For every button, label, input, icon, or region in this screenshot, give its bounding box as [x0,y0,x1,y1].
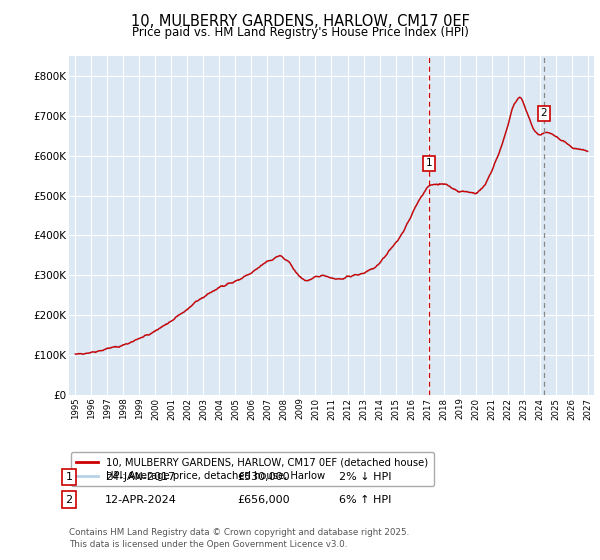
Text: £656,000: £656,000 [237,494,290,505]
Text: Price paid vs. HM Land Registry's House Price Index (HPI): Price paid vs. HM Land Registry's House … [131,26,469,39]
Text: 1: 1 [425,158,432,169]
Text: 12-APR-2024: 12-APR-2024 [105,494,177,505]
Text: 24-JAN-2017: 24-JAN-2017 [105,472,175,482]
Text: 10, MULBERRY GARDENS, HARLOW, CM17 0EF: 10, MULBERRY GARDENS, HARLOW, CM17 0EF [131,14,469,29]
Text: 1: 1 [65,472,73,482]
Text: 6% ↑ HPI: 6% ↑ HPI [339,494,391,505]
Text: Contains HM Land Registry data © Crown copyright and database right 2025.
This d: Contains HM Land Registry data © Crown c… [69,528,409,549]
Legend: 10, MULBERRY GARDENS, HARLOW, CM17 0EF (detached house), HPI: Average price, det: 10, MULBERRY GARDENS, HARLOW, CM17 0EF (… [71,452,433,486]
Text: 2: 2 [541,108,547,118]
Text: 2: 2 [65,494,73,505]
Text: £530,000: £530,000 [237,472,290,482]
Text: 2% ↓ HPI: 2% ↓ HPI [339,472,391,482]
